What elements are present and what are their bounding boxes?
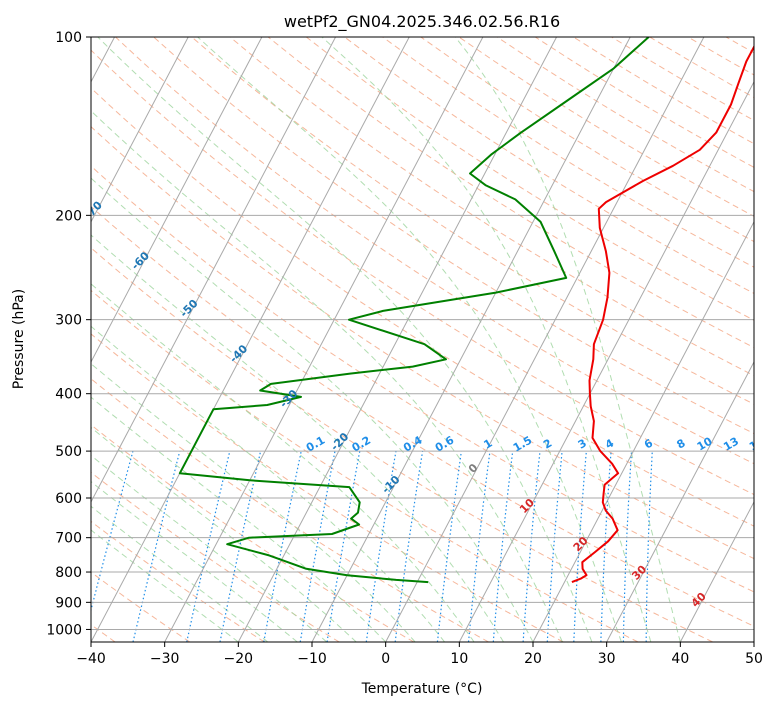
y-tick-label: 900 <box>55 595 82 611</box>
isobars <box>91 37 754 630</box>
y-tick-label: 300 <box>55 313 82 329</box>
moist-adiabat-line <box>91 283 475 642</box>
isotherm-line <box>91 37 410 642</box>
x-tick-label: 40 <box>671 651 689 667</box>
mixing-ratio-label: 16 <box>747 434 767 453</box>
isotherm-line <box>164 37 484 642</box>
temperature-line <box>571 44 754 584</box>
x-tick-label: −10 <box>297 651 327 667</box>
moist-adiabat-line <box>91 325 445 642</box>
mixing-ratio-line <box>132 450 181 642</box>
dewpoint-line <box>178 37 650 584</box>
isotherm-line <box>606 360 754 642</box>
dry-adiabat-line <box>91 378 489 642</box>
y-tick-label: 100 <box>55 30 82 46</box>
mixing-ratio-line <box>492 451 514 642</box>
x-axis-ticks: −40 −30 −20 −10 0 10 20 30 40 50 <box>76 642 763 667</box>
mixing-ratio-line <box>219 450 262 642</box>
mixing-ratio-line <box>394 451 424 642</box>
moist-adiabat-line <box>197 37 622 642</box>
y-axis-ticks: 100 200 300 400 500 600 700 800 900 1000 <box>46 30 91 638</box>
y-tick-label: 500 <box>55 444 82 460</box>
moist-adiabat-line <box>91 480 298 642</box>
y-tick-label: 400 <box>55 387 82 403</box>
mixing-ratio-line <box>91 450 134 613</box>
moist-adiabat-line <box>97 37 593 642</box>
x-tick-label: 10 <box>450 651 468 667</box>
mixing-ratio-lines <box>91 450 653 642</box>
mixing-ratio-line <box>436 451 462 642</box>
isotherms <box>91 37 754 642</box>
moist-adiabat-line <box>454 37 681 642</box>
dry-adiabat-line <box>91 571 191 642</box>
y-tick-label: 600 <box>55 491 82 507</box>
mixing-ratio-line <box>467 451 491 642</box>
dry-adiabat-line <box>91 247 713 642</box>
isotherm-line <box>458 80 754 642</box>
dry-adiabat-line <box>91 87 754 527</box>
x-tick-label: 20 <box>524 651 542 667</box>
x-axis-title: Temperature (°C) <box>361 681 483 697</box>
moist-adiabat-line <box>91 234 504 642</box>
dry-adiabat-line <box>191 37 754 405</box>
moist-adiabat-line <box>91 177 534 642</box>
isotherm-line <box>311 37 631 642</box>
moist-adiabat-line <box>91 454 328 642</box>
dry-adiabat-line <box>344 37 754 294</box>
moist-adiabat-line <box>91 396 387 642</box>
isotherm-line <box>385 37 705 642</box>
y-tick-label: 800 <box>55 565 82 581</box>
mixing-ratio-line <box>546 451 563 642</box>
x-tick-label: −30 <box>150 651 180 667</box>
dry-adiabat-line <box>91 424 415 642</box>
moist-adiabat-line <box>91 426 357 642</box>
dry-adiabat-line <box>91 289 639 642</box>
sounding-series <box>178 37 754 584</box>
x-tick-label: 30 <box>598 651 616 667</box>
mixing-ratio-line <box>522 451 541 642</box>
mixing-ratio-line <box>186 450 231 642</box>
isotherm-line <box>532 220 754 642</box>
x-tick-label: −40 <box>76 651 106 667</box>
dry-adiabat-line <box>91 49 754 496</box>
isotherm-line <box>91 37 337 504</box>
mixing-ratio-line <box>365 450 397 642</box>
dry-adiabat-line <box>267 37 754 349</box>
y-axis-title: Pressure (hPa) <box>11 289 27 389</box>
isotherm-line <box>91 37 263 363</box>
x-tick-label: 0 <box>381 651 390 667</box>
x-tick-label: −20 <box>224 651 254 667</box>
y-tick-label: 700 <box>55 531 82 547</box>
moist-adiabat-line <box>321 37 652 642</box>
y-tick-label: 200 <box>55 208 82 224</box>
dry-adiabat-line <box>229 37 754 377</box>
isotherm-line <box>679 500 754 642</box>
chart-title: wetPf2_GN04.2025.346.02.56.R16 <box>284 12 560 32</box>
plot-area: 0.10.20.40.611.52346810131620253036-100-… <box>91 37 767 642</box>
y-tick-label: 1000 <box>46 622 82 638</box>
moist-adiabats <box>91 37 681 642</box>
x-tick-label: 50 <box>745 651 763 667</box>
isotherm-line <box>91 37 189 223</box>
isotherm-line <box>237 37 558 642</box>
plot-frame <box>90 36 755 643</box>
